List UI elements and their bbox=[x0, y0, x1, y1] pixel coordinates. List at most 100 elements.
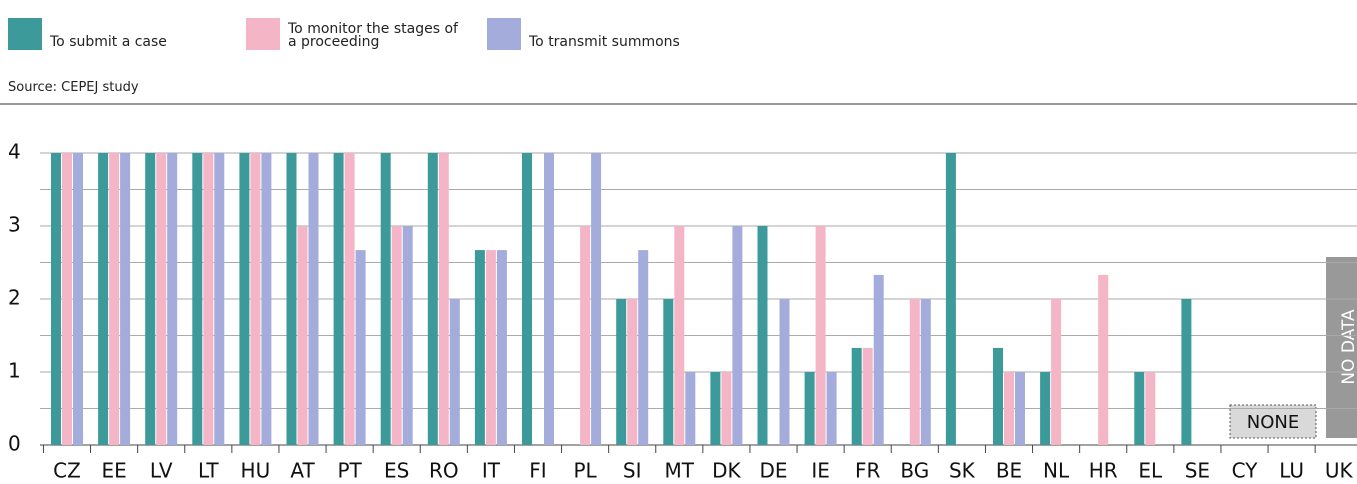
x-tick-label: EL bbox=[1138, 459, 1163, 483]
bar bbox=[674, 226, 685, 445]
bar bbox=[156, 153, 167, 445]
source-note: Source: CEPEJ study bbox=[8, 80, 139, 95]
legend-label: To monitor the stages of a proceeding bbox=[288, 21, 458, 50]
x-tick-label: SK bbox=[949, 459, 976, 483]
bar bbox=[945, 153, 956, 445]
y-tick-label: 2 bbox=[8, 286, 21, 310]
bar bbox=[732, 226, 743, 445]
bar bbox=[496, 250, 507, 445]
x-tick-label: LV bbox=[150, 459, 173, 483]
y-tick-label: 3 bbox=[8, 213, 21, 237]
bar bbox=[73, 153, 83, 445]
x-tick-label: LU bbox=[1279, 459, 1304, 483]
bar bbox=[826, 372, 837, 445]
bar bbox=[167, 153, 178, 445]
bar bbox=[1134, 372, 1145, 445]
x-tick-label: PT bbox=[337, 459, 362, 483]
bar bbox=[663, 299, 674, 445]
bar bbox=[333, 153, 344, 445]
bar bbox=[1051, 299, 1062, 445]
bar bbox=[120, 153, 131, 445]
bar bbox=[779, 299, 790, 445]
x-tick-label: CZ bbox=[53, 459, 81, 483]
bar bbox=[638, 250, 649, 445]
y-tick-label: 4 bbox=[8, 140, 21, 164]
bar bbox=[862, 347, 873, 445]
x-tick-label: MT bbox=[665, 459, 695, 483]
x-tick-label: FR bbox=[855, 459, 881, 483]
x-tick-label: PL bbox=[573, 459, 597, 483]
bar bbox=[355, 250, 366, 445]
x-tick-label: UK bbox=[1325, 459, 1354, 483]
bar bbox=[391, 226, 402, 445]
bar bbox=[1145, 372, 1156, 445]
bar bbox=[580, 226, 591, 445]
bar bbox=[757, 226, 768, 445]
bar bbox=[815, 226, 826, 445]
bar bbox=[203, 153, 214, 445]
bar bbox=[627, 299, 638, 445]
bar bbox=[591, 153, 602, 445]
x-tick-label: ES bbox=[384, 459, 409, 483]
x-tick-label: EE bbox=[101, 459, 126, 483]
x-tick-label: LT bbox=[198, 459, 219, 483]
legend-swatch bbox=[487, 18, 521, 50]
bar bbox=[993, 347, 1003, 445]
x-tick-label: SI bbox=[623, 459, 642, 483]
x-tick-label: DK bbox=[712, 459, 741, 483]
bar bbox=[920, 299, 931, 445]
bar bbox=[851, 347, 862, 445]
x-tick-label: HR bbox=[1089, 459, 1118, 483]
bar bbox=[1015, 372, 1025, 445]
bar bbox=[804, 372, 815, 445]
bar bbox=[261, 153, 272, 445]
x-tick-label: BG bbox=[900, 459, 929, 483]
annotation: NONE bbox=[1247, 412, 1299, 433]
bar bbox=[438, 153, 449, 445]
bar bbox=[474, 250, 485, 445]
no-data-box bbox=[1326, 257, 1357, 438]
bar bbox=[449, 299, 460, 445]
legend-label: To submit a case bbox=[50, 34, 167, 50]
bar bbox=[616, 299, 627, 445]
x-tick-label: IE bbox=[811, 459, 830, 483]
x-tick-label: SE bbox=[1185, 459, 1210, 483]
x-tick-label: BE bbox=[996, 459, 1022, 483]
bar bbox=[544, 153, 554, 445]
bar bbox=[1040, 372, 1051, 445]
bar bbox=[485, 250, 496, 445]
bar bbox=[62, 153, 72, 445]
bar bbox=[1098, 274, 1109, 445]
bar bbox=[192, 153, 203, 445]
bar bbox=[1004, 372, 1014, 445]
bar bbox=[145, 153, 156, 445]
bar bbox=[427, 153, 438, 445]
bar bbox=[1181, 299, 1192, 445]
bar bbox=[286, 153, 297, 445]
bar bbox=[297, 226, 308, 445]
y-tick-label: 0 bbox=[8, 432, 21, 456]
x-tick-label: FI bbox=[529, 459, 546, 483]
bar bbox=[710, 372, 721, 445]
bar bbox=[98, 153, 109, 445]
bar bbox=[402, 226, 413, 445]
bar bbox=[522, 153, 532, 445]
legend-swatch bbox=[8, 18, 42, 50]
annotation: NO DATA bbox=[1339, 309, 1357, 385]
bar bbox=[250, 153, 261, 445]
bar bbox=[51, 153, 61, 445]
x-tick-label: HU bbox=[241, 459, 271, 483]
bar bbox=[721, 372, 732, 445]
x-tick-label: CY bbox=[1232, 459, 1259, 483]
x-tick-label: DE bbox=[759, 459, 787, 483]
bar bbox=[380, 153, 391, 445]
x-tick-label: AT bbox=[290, 459, 315, 483]
bar bbox=[214, 153, 225, 445]
y-tick-label: 1 bbox=[8, 359, 21, 383]
bar bbox=[308, 153, 319, 445]
x-tick-label: RO bbox=[429, 459, 459, 483]
bar bbox=[109, 153, 120, 445]
legend-swatch bbox=[246, 18, 280, 50]
